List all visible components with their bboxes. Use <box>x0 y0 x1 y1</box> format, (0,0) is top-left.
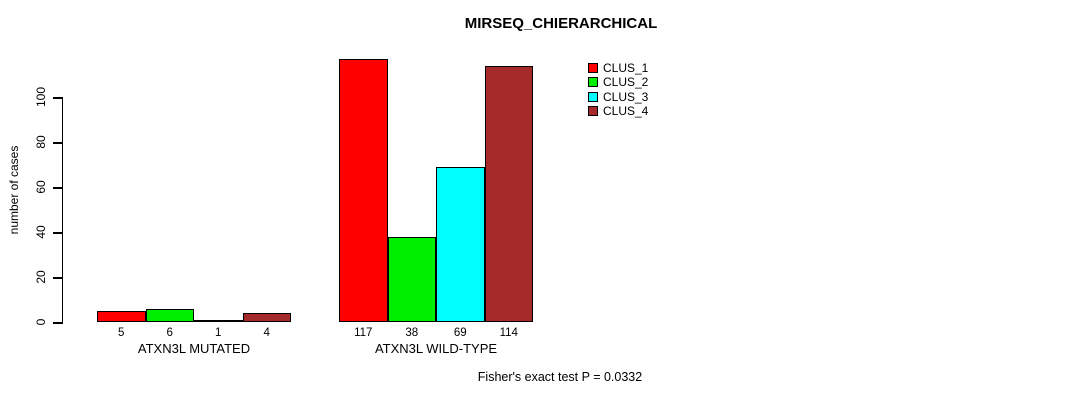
fisher-test-annotation: Fisher's exact test P = 0.0332 <box>477 370 643 384</box>
legend-label: CLUS_2 <box>603 75 649 90</box>
bar-value-label: 69 <box>453 327 467 339</box>
bar-clus_4-group1 <box>242 313 291 322</box>
bar-value-label: 38 <box>405 327 419 339</box>
bar-clus_3-group2 <box>436 166 485 322</box>
legend-swatch-icon <box>588 77 598 88</box>
bar-clus_3-group1 <box>194 319 243 322</box>
y-axis-line <box>61 97 63 324</box>
y-axis-title: number of cases <box>7 145 21 235</box>
y-axis-tick <box>53 277 63 279</box>
y-tick-label: 100 <box>34 86 48 108</box>
bar-clus_1-group1 <box>97 310 146 322</box>
bar-value-label: 114 <box>499 327 518 339</box>
y-tick-label: 20 <box>34 270 48 284</box>
y-tick-label: 60 <box>34 180 48 194</box>
group-label-2: ATXN3L WILD-TYPE <box>374 341 498 356</box>
bar-value-label: 4 <box>263 327 270 339</box>
bar-value-label: 6 <box>166 327 173 339</box>
y-tick-label: 40 <box>34 225 48 239</box>
y-axis-tick <box>53 232 63 234</box>
y-axis-tick <box>53 187 63 189</box>
bar-clus_2-group1 <box>145 308 194 322</box>
bar-value-label: 117 <box>354 327 373 339</box>
legend-item-clus_2: CLUS_2 <box>588 76 648 88</box>
legend-item-clus_3: CLUS_3 <box>588 91 648 103</box>
legend-swatch-icon <box>588 106 598 117</box>
bar-clus_4-group2 <box>484 65 533 322</box>
legend-item-clus_4: CLUS_4 <box>588 105 648 117</box>
legend-label: CLUS_1 <box>603 61 649 75</box>
y-tick-label: 80 <box>34 135 48 149</box>
legend-label: CLUS_4 <box>603 104 649 119</box>
legend-label: CLUS_3 <box>603 89 649 104</box>
group-label-1: ATXN3L MUTATED <box>137 341 251 356</box>
y-axis-tick <box>53 142 63 144</box>
y-axis-tick <box>53 322 63 324</box>
bar-value-label: 5 <box>118 327 125 339</box>
chart-title: MIRSEQ_CHIERARCHICAL <box>464 15 658 32</box>
legend-item-clus_1: CLUS_1 <box>588 62 648 74</box>
legend-swatch-icon <box>588 63 598 73</box>
y-axis-tick <box>53 97 63 99</box>
y-tick-label: 0 <box>34 318 48 326</box>
legend-swatch-icon <box>588 91 598 102</box>
bar-value-label: 1 <box>215 327 222 339</box>
bar-clus_1-group2 <box>339 58 388 322</box>
bar-clus_2-group2 <box>387 236 436 322</box>
